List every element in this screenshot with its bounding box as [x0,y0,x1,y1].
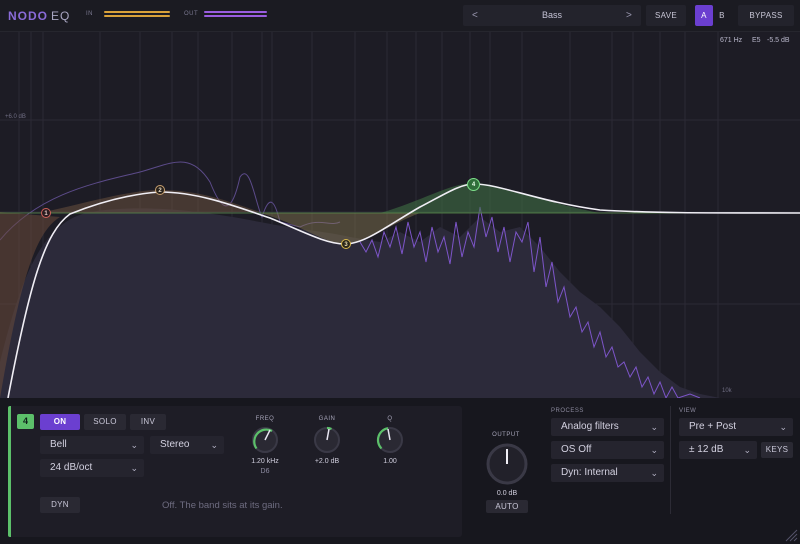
spectrum-area [0,208,720,398]
in-meter-label: IN [86,11,93,17]
gain-knob[interactable] [312,425,342,455]
chevron-down-icon: ⌄ [130,440,138,450]
filter-type-value: Bell [50,439,67,450]
band-node-2[interactable]: 2 [155,185,165,195]
logo: NODO EQ [8,9,70,23]
out-meter-left [204,11,267,13]
chevron-down-icon: ⌄ [650,422,658,432]
freq-value: 1.20 kHz [251,458,279,465]
slope-value: 24 dB/oct [50,462,93,473]
chevron-down-icon: ⌄ [743,445,751,455]
section-divider [670,406,671,514]
chevron-down-icon: ⌄ [779,422,787,432]
hover-note: E5 [752,37,761,44]
preset-prev-button[interactable]: < [472,10,478,21]
preset-selector: Bass < > [463,5,641,26]
ab-b-button[interactable]: B [719,11,725,20]
oversampling-value: OS Off [561,444,592,455]
gain-value: +2.0 dB [314,458,340,465]
resize-grip-icon[interactable] [784,528,798,542]
output-value: 0.0 dB [496,490,518,497]
view-section-label: VIEW [679,408,697,414]
eq-graph-canvas [0,32,800,398]
display-range-value: ± 12 dB [689,444,724,455]
freq-knob-label: FREQ [255,416,275,422]
spectrum-trace [359,206,701,398]
freq-scale-label: 10k [722,388,732,394]
chevron-down-icon: ⌄ [650,468,658,478]
q-knob-label: Q [387,416,393,422]
db-scale-label: +6.0 dB [5,114,26,120]
eq-graph[interactable] [0,32,800,398]
oversampling-dropdown[interactable]: OS Off ⌄ [551,441,664,459]
process-section-label: PROCESS [551,408,584,414]
analog-filters-value: Analog filters [561,421,619,432]
preset-next-button[interactable]: > [626,10,632,21]
q-value: 1.00 [383,458,397,465]
slope-dropdown[interactable]: 24 dB/oct ⌄ [40,459,144,477]
preset-name[interactable]: Bass [541,10,562,20]
product-name: EQ [51,9,71,23]
band-1-fill [0,212,60,398]
display-range-dropdown[interactable]: ± 12 dB ⌄ [679,441,757,459]
band-solo-button[interactable]: SOLO [84,414,126,430]
output-label: OUTPUT [492,432,520,438]
band-on-button[interactable]: ON [40,414,80,430]
output-knob[interactable] [484,441,530,487]
band-dyn-button[interactable]: DYN [40,497,80,513]
band-node-4[interactable]: 4 [467,178,480,191]
dynamics-source-dropdown[interactable]: Dyn: Internal ⌄ [551,464,664,482]
band-2-fill [40,190,260,213]
freq-knob[interactable] [250,425,280,455]
freq-note: D6 [260,468,270,475]
hover-frequency: 671 Hz [720,37,743,44]
stereo-mode-value: Stereo [160,439,190,450]
band-node-3[interactable]: 3 [341,239,351,249]
out-meter-right [204,15,267,17]
in-meter-left [104,11,170,13]
save-button[interactable]: SAVE [646,5,686,26]
hover-gain: -5.5 dB [767,37,790,44]
analyzer-mode-value: Pre + Post [689,421,736,432]
output-auto-button[interactable]: AUTO [486,500,528,513]
band-number-badge[interactable]: 4 [17,414,34,429]
brand-name: NODO [8,9,48,23]
band-inv-button[interactable]: INV [130,414,166,430]
bypass-button[interactable]: BYPASS [738,5,794,26]
analog-filters-dropdown[interactable]: Analog filters ⌄ [551,418,664,436]
chevron-down-icon: ⌄ [650,445,658,455]
chevron-down-icon: ⌄ [130,463,138,473]
filter-type-dropdown[interactable]: Bell ⌄ [40,436,144,454]
band-4-fill [380,183,600,213]
dynamics-source-value: Dyn: Internal [561,467,618,478]
chevron-down-icon: ⌄ [210,440,218,450]
stereo-mode-dropdown[interactable]: Stereo ⌄ [150,436,224,454]
band-node-1[interactable]: 1 [41,208,51,218]
band-3-fill [260,213,420,244]
in-meter-right [104,15,170,17]
out-meter-label: OUT [184,11,199,17]
keys-button[interactable]: KEYS [761,442,793,458]
analyzer-mode-dropdown[interactable]: Pre + Post ⌄ [679,418,793,436]
band-status-note: Off. The band sits at its gain. [162,500,283,511]
band-color-stripe [8,406,11,537]
ab-a-button[interactable]: A [695,5,713,26]
gain-knob-label: GAIN [318,416,336,422]
q-knob[interactable] [375,425,405,455]
